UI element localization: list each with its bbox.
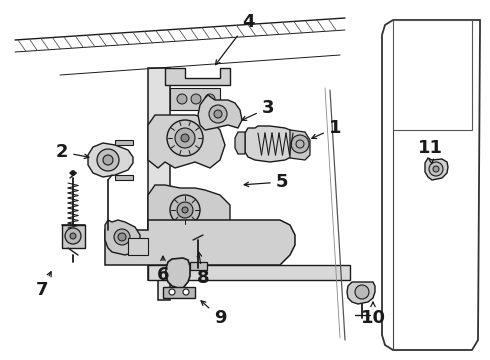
Text: 4: 4 (216, 13, 254, 65)
Text: 9: 9 (201, 301, 226, 327)
Polygon shape (290, 130, 310, 160)
Polygon shape (148, 115, 225, 168)
Circle shape (355, 285, 369, 299)
Text: 10: 10 (361, 302, 386, 327)
Circle shape (177, 202, 193, 218)
Text: 7: 7 (36, 272, 51, 299)
Polygon shape (347, 282, 375, 304)
Circle shape (170, 195, 200, 225)
Circle shape (433, 166, 439, 172)
Circle shape (114, 229, 130, 245)
Circle shape (177, 94, 187, 104)
Text: 11: 11 (417, 139, 442, 164)
Polygon shape (148, 265, 350, 280)
Circle shape (97, 149, 119, 171)
Text: 2: 2 (56, 143, 89, 161)
Text: 8: 8 (196, 252, 209, 287)
Circle shape (181, 134, 189, 142)
Polygon shape (425, 158, 448, 180)
Polygon shape (163, 287, 195, 298)
Polygon shape (148, 68, 170, 300)
Circle shape (71, 171, 75, 175)
Circle shape (291, 135, 309, 153)
Polygon shape (62, 225, 85, 248)
Polygon shape (170, 88, 220, 110)
Polygon shape (235, 132, 245, 154)
Polygon shape (105, 220, 140, 255)
Polygon shape (245, 126, 300, 162)
Polygon shape (128, 238, 148, 255)
Text: 1: 1 (312, 119, 341, 139)
Circle shape (118, 233, 126, 241)
Circle shape (65, 228, 81, 244)
Circle shape (183, 289, 189, 295)
Text: 5: 5 (244, 173, 288, 191)
Circle shape (191, 94, 201, 104)
Polygon shape (148, 185, 230, 238)
Polygon shape (198, 95, 242, 130)
Polygon shape (165, 68, 230, 85)
Circle shape (169, 289, 175, 295)
Circle shape (182, 207, 188, 213)
Circle shape (175, 128, 195, 148)
Polygon shape (105, 220, 295, 265)
Circle shape (429, 162, 443, 176)
Circle shape (167, 120, 203, 156)
Polygon shape (88, 143, 133, 177)
Circle shape (214, 110, 222, 118)
Polygon shape (190, 262, 207, 270)
Text: 3: 3 (242, 99, 274, 120)
Circle shape (205, 94, 215, 104)
Polygon shape (115, 175, 133, 180)
Polygon shape (115, 140, 133, 145)
Polygon shape (166, 258, 190, 288)
Text: 6: 6 (157, 256, 169, 284)
Circle shape (70, 233, 76, 239)
Circle shape (209, 105, 227, 123)
Circle shape (103, 155, 113, 165)
